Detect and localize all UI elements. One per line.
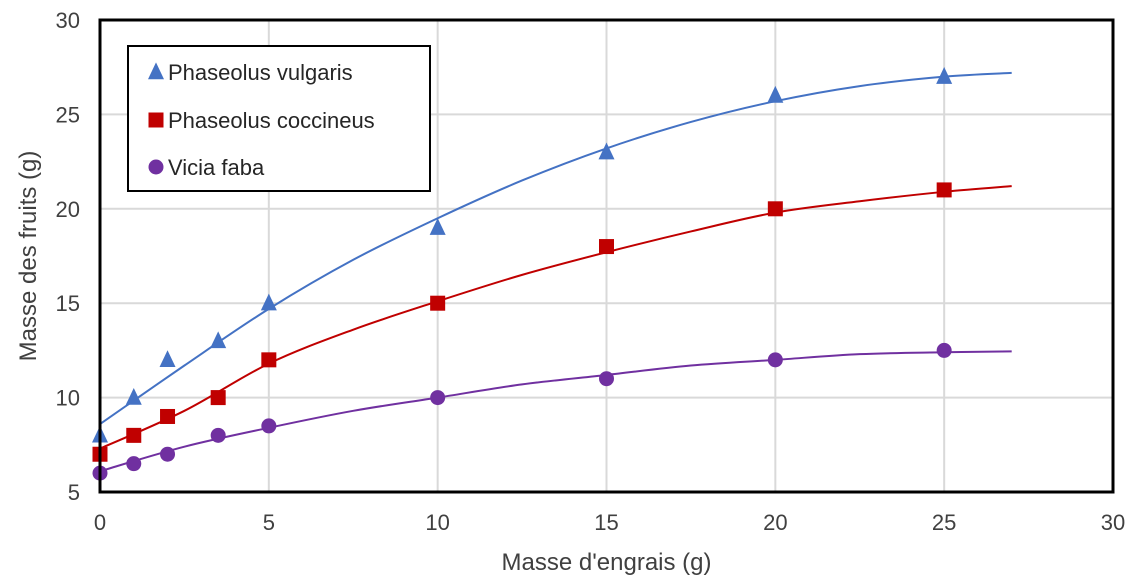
plot-area-border [98, 18, 1115, 494]
data-point-vicia-faba [210, 427, 226, 443]
data-point-phaseolus-vulgaris [125, 388, 142, 405]
trendline-phaseolus-vulgaris [99, 71, 1012, 425]
data-point-vicia-faba [430, 390, 446, 406]
data-markers [92, 67, 953, 481]
data-point-phaseolus-coccineus [767, 201, 783, 217]
x-axis-title: Masse d'engrais (g) [502, 549, 712, 576]
y-tick-label: 30 [56, 8, 80, 33]
data-point-vicia-faba [126, 456, 142, 472]
data-point-phaseolus-coccineus [599, 239, 614, 255]
legend-marker-phaseolus-coccineus [148, 112, 164, 128]
trendline-phaseolus-coccineus [99, 185, 1012, 450]
data-point-phaseolus-coccineus [936, 182, 952, 198]
y-tick-label: 25 [56, 102, 80, 127]
data-point-phaseolus-coccineus [160, 408, 176, 424]
y-tick-label: 5 [68, 480, 80, 505]
y-tick-label: 15 [56, 291, 80, 316]
legend-marker-vicia-faba [148, 159, 164, 175]
legend-marker-phaseolus-vulgaris [148, 62, 164, 80]
data-point-phaseolus-vulgaris [210, 331, 227, 349]
legend-box [127, 45, 431, 192]
data-point-phaseolus-coccineus [126, 427, 142, 443]
data-point-vicia-faba [599, 371, 614, 387]
data-point-vicia-faba [767, 352, 783, 368]
x-tick-label: 10 [425, 510, 449, 535]
x-tick-label: 30 [1101, 510, 1125, 535]
legend-label-vicia-faba: Vicia faba [168, 155, 265, 180]
trendlines [99, 71, 1012, 473]
y-tick-label: 10 [56, 386, 80, 411]
data-point-vicia-faba [936, 342, 952, 358]
legend-label-phaseolus-vulgaris: Phaseolus vulgaris [168, 60, 353, 85]
legend-label-phaseolus-coccineus: Phaseolus coccineus [168, 108, 375, 133]
x-tick-label: 15 [594, 510, 618, 535]
data-point-vicia-faba [160, 446, 176, 462]
x-tick-label: 0 [94, 510, 106, 535]
x-tick-label: 20 [763, 510, 787, 535]
x-tick-label: 5 [263, 510, 275, 535]
x-tick-label: 25 [932, 510, 956, 535]
data-point-phaseolus-coccineus [210, 390, 226, 406]
legend: Phaseolus vulgaris Phaseolus coccineus V… [127, 45, 431, 192]
trendline-vicia-faba [99, 350, 1012, 473]
data-point-phaseolus-vulgaris [936, 67, 953, 84]
data-point-phaseolus-vulgaris [429, 218, 446, 235]
y-tick-label: 20 [56, 197, 80, 222]
data-point-phaseolus-vulgaris [159, 350, 176, 368]
data-point-phaseolus-vulgaris [767, 85, 784, 103]
data-point-phaseolus-vulgaris [260, 293, 277, 311]
data-point-vicia-faba [261, 418, 277, 434]
data-point-phaseolus-coccineus [261, 352, 277, 368]
y-axis-title: Masse des fruits (g) [15, 151, 42, 362]
data-point-phaseolus-vulgaris [598, 142, 615, 160]
data-point-phaseolus-coccineus [430, 295, 446, 311]
